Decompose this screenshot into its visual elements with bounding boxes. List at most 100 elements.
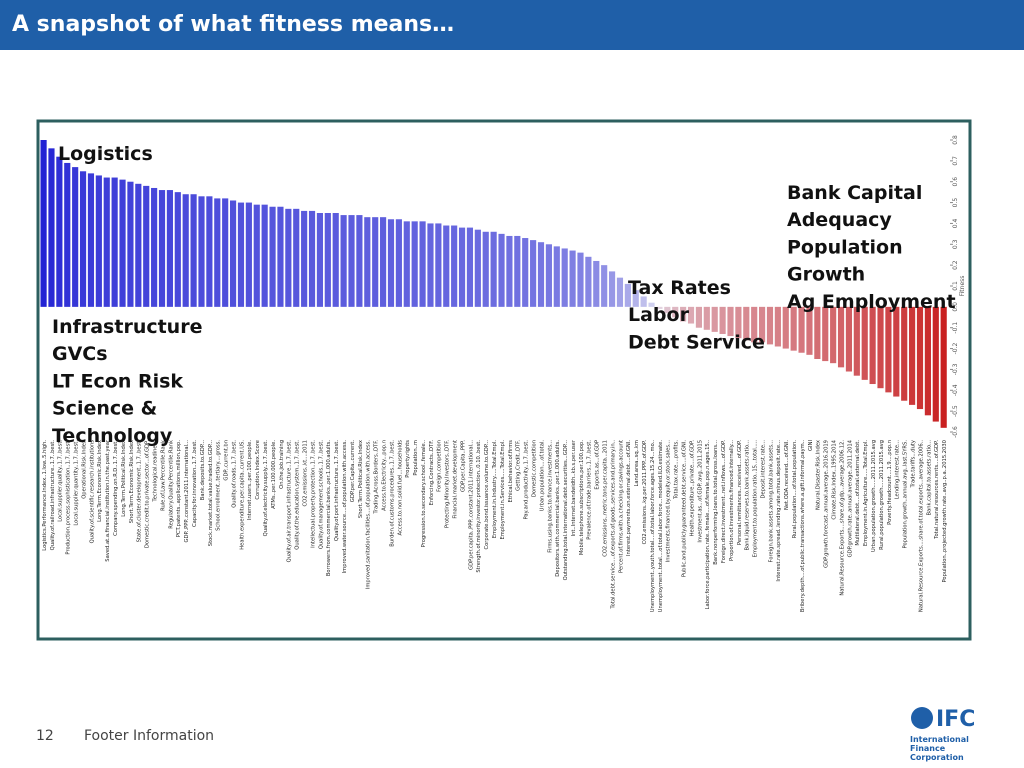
x-tick-label: Short.Term.Political.Risk.Index bbox=[358, 440, 364, 518]
x-tick-label: Strength.of.minority.investor.protection… bbox=[476, 440, 482, 573]
x-tick-label: Domestic.credit.to.private.sector...of.G… bbox=[145, 440, 151, 548]
bar bbox=[695, 306, 702, 328]
bar bbox=[814, 306, 821, 359]
bar bbox=[585, 256, 592, 307]
bar bbox=[806, 306, 813, 355]
y-tick-label: -0.1 bbox=[952, 322, 959, 334]
x-tick-label: Lending.interest.rate... bbox=[895, 440, 901, 500]
x-tick-label: Quality.of.air.transport.infrastructure.… bbox=[287, 440, 293, 563]
x-tick-label: Employment.in.Industry.....Total.Empl. bbox=[492, 440, 498, 539]
bar bbox=[222, 198, 229, 307]
x-tick-label: Local.supplier.quantity..1.7..best. bbox=[74, 440, 80, 526]
bar bbox=[790, 306, 797, 351]
bar bbox=[490, 231, 497, 307]
x-tick-label: Outstanding.total.international.debt.sec… bbox=[563, 440, 569, 581]
x-tick-label: Population..projected.growth.rate..avg..… bbox=[942, 440, 948, 583]
x-tick-label: Long.Term.Economic.Risk.Index bbox=[97, 440, 103, 522]
x-tick-label: Deposit.interest.rate... bbox=[760, 440, 766, 499]
bar bbox=[387, 219, 395, 307]
x-tick-label: Investments.financed.by.equity.or.stock.… bbox=[666, 440, 672, 563]
bar bbox=[474, 229, 481, 307]
bar bbox=[482, 231, 489, 307]
x-tick-label: Population..m bbox=[413, 440, 419, 476]
x-tick-label: Borrowers.from.commercial.banks..per.1.0… bbox=[326, 440, 332, 577]
x-tick-label: Foreign.direct.investment..net.inflows..… bbox=[721, 440, 727, 563]
x-tick-label: Access.to.non.solid.fuel...households bbox=[397, 440, 403, 536]
bar bbox=[151, 187, 158, 307]
y-tick-label: -0.2 bbox=[952, 343, 959, 355]
x-tick-label: Local.supplier.quality..1.7..best. bbox=[58, 440, 64, 522]
bar bbox=[277, 206, 284, 307]
x-tick-label: Exports.as...of.GDP bbox=[595, 440, 601, 490]
bar bbox=[245, 202, 252, 307]
bar bbox=[293, 208, 300, 307]
x-tick-label: Corporate.bond.issuance.volume.to.GDP... bbox=[484, 440, 490, 550]
bar bbox=[901, 306, 908, 401]
bar bbox=[237, 202, 245, 307]
y-tick-label: 0.0 bbox=[952, 302, 959, 312]
bar bbox=[229, 200, 237, 307]
x-tick-label: Pay.and.productivity..1.7..best. bbox=[524, 440, 530, 520]
x-tick-label: Depositors.with.commercial.banks..per.1.… bbox=[555, 440, 561, 577]
bar bbox=[530, 240, 537, 307]
x-tick-label: Progression.to.secondary.school..female.… bbox=[421, 440, 427, 548]
bar bbox=[640, 296, 647, 307]
bar bbox=[143, 185, 150, 307]
bar bbox=[845, 306, 853, 372]
bar bbox=[182, 194, 189, 307]
bar bbox=[861, 306, 868, 380]
x-tick-label: Protecting.Minority.Investors..DTF. bbox=[445, 440, 451, 528]
annotation: Adequacy bbox=[787, 209, 892, 231]
bar bbox=[427, 223, 434, 307]
x-tick-label: Technological.readiness bbox=[152, 440, 158, 503]
x-tick-label: Employment.in.Services.....Total.Empl. bbox=[500, 440, 506, 540]
x-tick-label: Proportion.of.investments.financed.inter… bbox=[729, 440, 735, 561]
x-tick-label: GDP.per.capita..PPP..constant.2011.inter… bbox=[468, 440, 474, 570]
y-tick-label: -0.6 bbox=[952, 426, 959, 438]
bar bbox=[87, 173, 95, 307]
annotation: LT Econ Risk bbox=[52, 370, 183, 392]
x-tick-label: Trade.tariffs...duty bbox=[910, 440, 916, 489]
x-tick-label: Int..Internet.bandwidth..kb.s.per.user bbox=[571, 439, 577, 536]
bar bbox=[853, 306, 860, 376]
x-tick-label: Burden.of.customs.procedures..1.7..best. bbox=[389, 440, 395, 547]
x-tick-label: Company.spending.on.R.D..1.7..best. bbox=[113, 440, 119, 536]
bar bbox=[158, 190, 166, 307]
x-tick-label: Personal.remittances..received....of.GDP… bbox=[737, 440, 743, 545]
bar bbox=[648, 302, 655, 307]
bar bbox=[774, 306, 781, 347]
annotation: Ag Employment bbox=[787, 291, 956, 313]
bar bbox=[206, 196, 213, 307]
annotation: Logistics bbox=[58, 143, 153, 165]
bar bbox=[711, 306, 718, 332]
x-tick-label: Natural.Resource.Exports....share.of.tot… bbox=[918, 440, 924, 612]
bar bbox=[798, 306, 805, 353]
bar bbox=[395, 219, 402, 307]
bar bbox=[498, 233, 505, 307]
bar bbox=[593, 260, 600, 307]
x-tick-label: Improved.sanitation.facilities....of.pop… bbox=[366, 440, 372, 589]
bar bbox=[727, 306, 734, 337]
x-tick-label: Total.natural.resources.rents....of.GDP. bbox=[934, 440, 940, 540]
x-tick-label: Operational.Risk.Index bbox=[81, 440, 87, 499]
x-tick-label: Saved.at.a.financial.institution.in.the.… bbox=[105, 439, 111, 562]
bar bbox=[916, 306, 924, 410]
bar bbox=[419, 221, 426, 307]
x-tick-label: Multilateral.debt....of.total.external.d… bbox=[855, 440, 861, 546]
x-tick-label: GDP.growth.forecast..annual.average..201… bbox=[824, 440, 830, 568]
x-tick-label: Employment.in.Agriculture.....Total.Empl… bbox=[863, 440, 869, 547]
annotation: Labor bbox=[628, 304, 690, 326]
bar bbox=[253, 204, 260, 307]
x-tick-label: Foreign.competition bbox=[437, 440, 443, 492]
bar bbox=[308, 210, 316, 307]
bar bbox=[932, 306, 939, 422]
bar bbox=[632, 290, 639, 307]
x-tick-label: Rural.population.growth.....2011.2015.av… bbox=[879, 440, 885, 550]
y-axis-label: Fitness bbox=[959, 276, 966, 297]
bar bbox=[332, 213, 339, 307]
x-tick-label: Bank.capital.to.assets.ratio... bbox=[926, 440, 932, 516]
bar bbox=[940, 306, 947, 428]
x-tick-label: Domestic.competition bbox=[531, 440, 537, 497]
y-tick-label: -0.5 bbox=[952, 405, 959, 417]
